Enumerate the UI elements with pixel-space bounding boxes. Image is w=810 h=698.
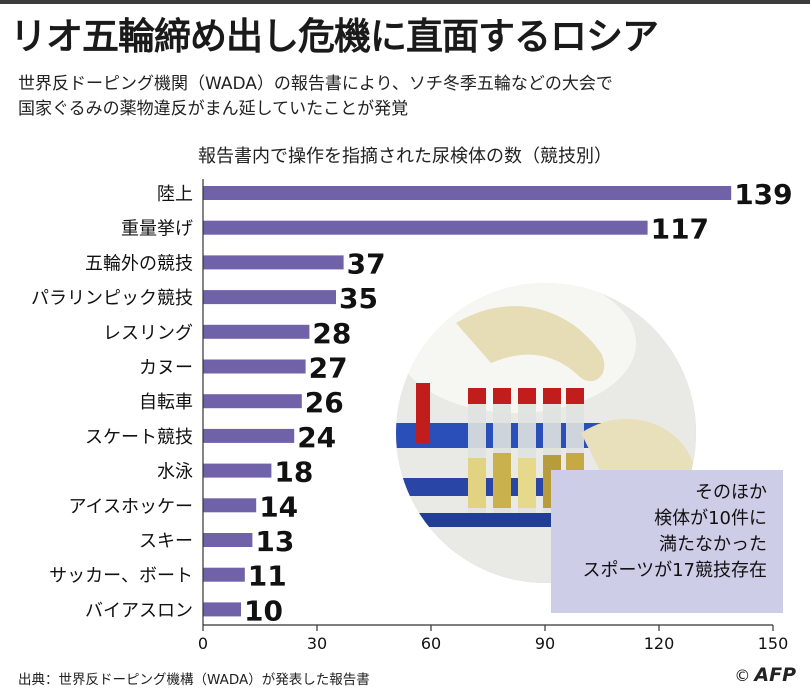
- chart-title: 報告書内で操作を指摘された尿検体の数（競技別）: [198, 146, 612, 167]
- category-label: 五輪外の競技: [85, 253, 193, 274]
- bar: [203, 498, 257, 513]
- copyright-symbol: ©: [734, 666, 751, 685]
- category-label: レスリング: [103, 323, 193, 344]
- bar: [203, 567, 245, 582]
- bar: [203, 220, 648, 235]
- afp-logo-text: AFP: [754, 664, 796, 686]
- note-line-2: 検体が10件に: [654, 508, 767, 529]
- category-label: スケート競技: [85, 427, 193, 448]
- note-line-1: そのほか: [695, 482, 767, 503]
- value-label: 37: [347, 247, 386, 280]
- value-label: 13: [255, 525, 294, 558]
- value-label: 27: [309, 352, 348, 385]
- category-label: 重量挙げ: [121, 219, 193, 240]
- bar: [203, 359, 306, 374]
- category-label: 自転車: [139, 392, 193, 413]
- bar: [203, 186, 732, 200]
- value-label: 18: [274, 456, 313, 489]
- bar: [203, 324, 310, 339]
- x-tick-label: 120: [644, 634, 675, 653]
- category-label: カヌー: [139, 358, 193, 379]
- note-text: そのほか 検体が10件に 満たなかった スポーツが17競技存在: [582, 480, 767, 584]
- value-label: 35: [339, 282, 378, 315]
- value-label: 28: [312, 317, 351, 350]
- category-label: 陸上: [157, 184, 193, 205]
- note-line-3: 満たなかった: [659, 534, 767, 555]
- category-label: パラリンピック競技: [31, 288, 193, 309]
- value-label: 117: [651, 213, 709, 246]
- bar: [203, 394, 302, 409]
- category-label: サッカー、ボート: [49, 566, 193, 587]
- bar: [203, 428, 295, 443]
- subtitle: 世界反ドーピング機関（WADA）の報告書により、ソチ冬季五輪などの大会で 国家ぐ…: [18, 72, 613, 122]
- top-rule: [0, 0, 810, 4]
- subtitle-line-2: 国家ぐるみの薬物違反がまん延していたことが発覚: [18, 99, 409, 119]
- afp-credit: © AFP: [734, 664, 796, 686]
- x-tick-label: 90: [535, 634, 555, 653]
- bar: [203, 463, 272, 478]
- category-label: 水泳: [157, 462, 193, 483]
- subtitle-line-1: 世界反ドーピング機関（WADA）の報告書により、ソチ冬季五輪などの大会で: [18, 74, 613, 94]
- x-tick-label: 150: [758, 634, 789, 653]
- value-label: 26: [305, 386, 344, 419]
- page-title: リオ五輪締め出し危機に直面するロシア: [10, 15, 659, 58]
- source-note: 出典：世界反ドーピング機構（WADA）が発表した報告書: [18, 672, 370, 688]
- bar: [203, 533, 253, 547]
- note-box: そのほか 検体が10件に 満たなかった スポーツが17競技存在: [551, 470, 783, 613]
- note-line-4: スポーツが17競技存在: [582, 560, 767, 581]
- x-tick-label: 0: [198, 634, 208, 653]
- bar: [203, 602, 241, 617]
- x-tick-label: 60: [421, 634, 441, 653]
- value-label: 24: [297, 421, 336, 454]
- x-tick-label: 30: [307, 634, 327, 653]
- value-label: 14: [259, 490, 298, 523]
- value-label: 10: [244, 594, 283, 627]
- value-label: 11: [248, 560, 287, 593]
- category-label: バイアスロン: [85, 600, 193, 621]
- value-label: 139: [734, 178, 792, 211]
- category-label: スキー: [139, 531, 193, 552]
- bar: [203, 290, 336, 305]
- category-label: アイスホッケー: [68, 496, 193, 517]
- bar: [203, 255, 344, 270]
